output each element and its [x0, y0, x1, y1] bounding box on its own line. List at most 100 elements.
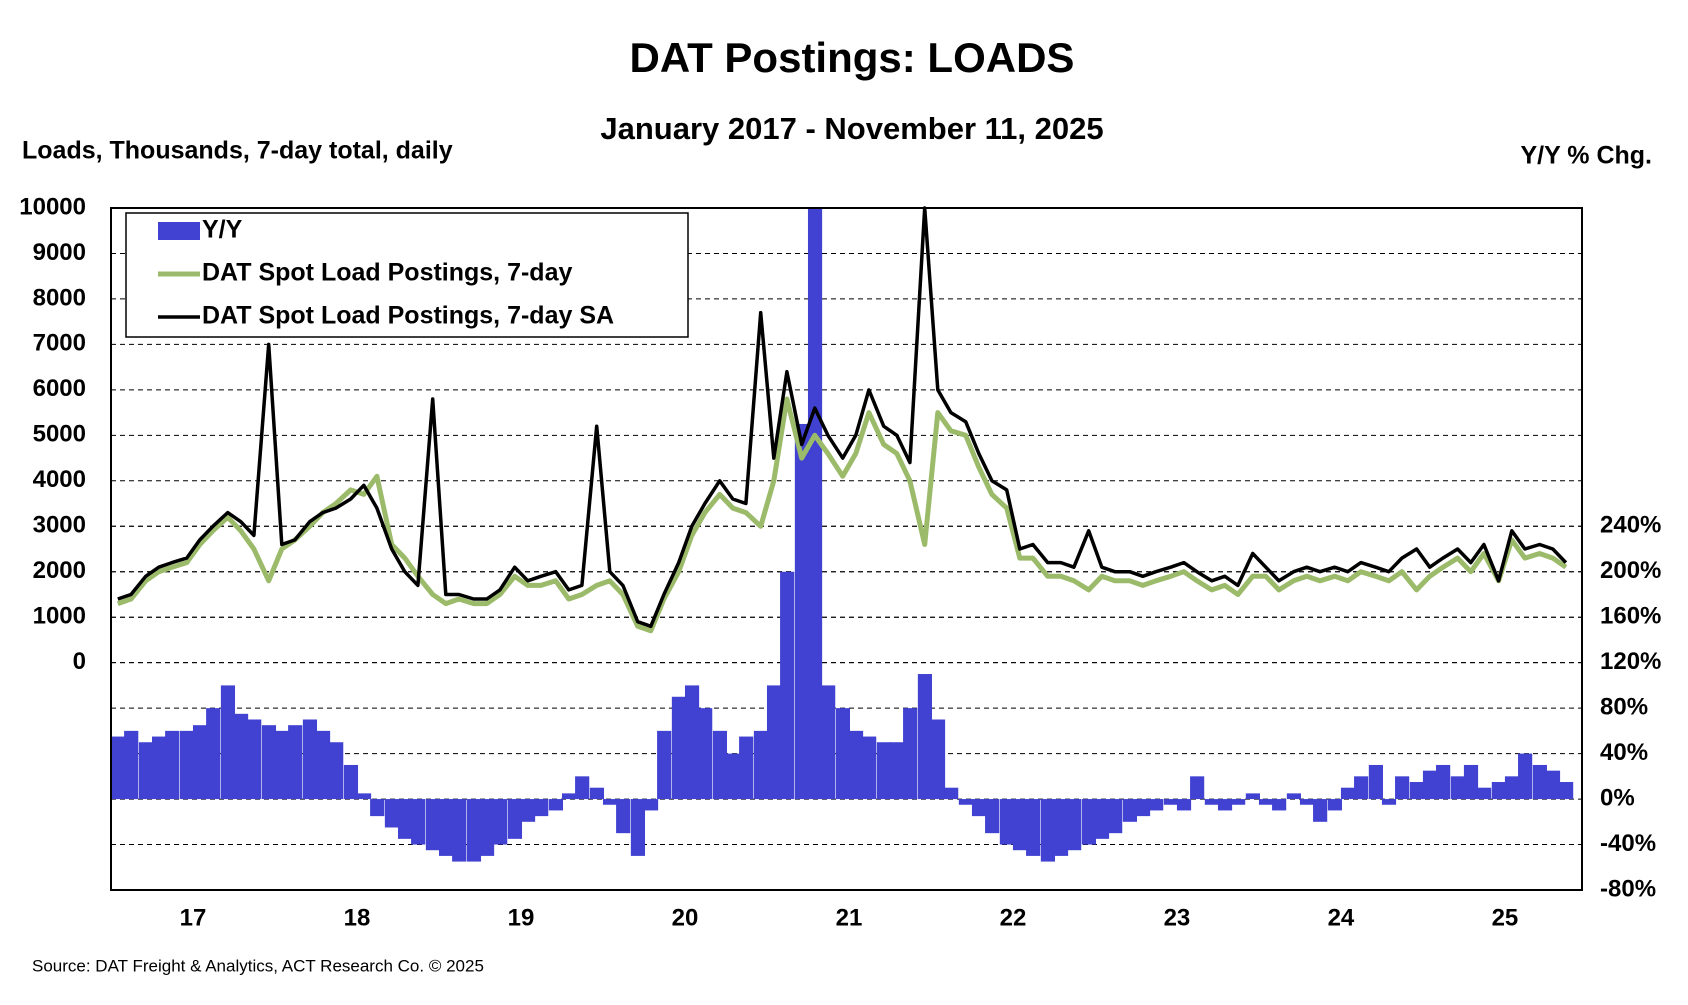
yy-bar: [971, 799, 987, 817]
yy-bar: [288, 725, 303, 800]
y-tick-label: 4000: [33, 466, 86, 493]
y-tick-label: 2000: [33, 557, 86, 584]
x-tick-label: 21: [836, 904, 863, 931]
x-tick-label: 19: [508, 904, 535, 931]
source-note: Source: DAT Freight & Analytics, ACT Res…: [32, 956, 484, 975]
yy-bar: [138, 742, 154, 800]
yy-bar: [370, 799, 385, 817]
yy-bar: [630, 799, 646, 856]
y-tick-label: 6000: [33, 375, 86, 402]
yy-bar: [479, 799, 495, 856]
x-tick-label: 24: [1328, 904, 1355, 931]
yy-bar: [1327, 799, 1342, 811]
yy-bar: [1258, 799, 1274, 805]
yy-bar: [616, 799, 631, 834]
yy-bar: [1518, 753, 1533, 800]
yy-bar: [1477, 787, 1492, 800]
yy-bar: [1463, 764, 1479, 800]
x-tick-label: 22: [1000, 904, 1027, 931]
yy-bar: [1368, 764, 1383, 800]
series-line: [117, 206, 1568, 629]
yy-bar: [111, 736, 126, 800]
chart-subtitle: January 2017 - November 11, 2025: [600, 111, 1103, 146]
yy-bar: [548, 799, 564, 811]
yy-bar: [1491, 782, 1506, 800]
yy-bar: [1122, 799, 1137, 822]
yy-bar: [1450, 776, 1465, 800]
y2-tick-label: 40%: [1600, 739, 1648, 766]
yy-bar: [1163, 799, 1178, 805]
yy-bar: [452, 799, 467, 862]
yy-bar: [356, 793, 372, 800]
yy-bar: [1081, 799, 1096, 845]
yy-bar: [233, 713, 249, 800]
y2-tick-label: 120%: [1600, 648, 1661, 675]
yy-bar: [1436, 764, 1451, 800]
yy-bar: [1409, 782, 1424, 800]
y-tick-label: 0: [73, 648, 86, 675]
x-tick-label: 18: [344, 904, 371, 931]
yy-bar: [1559, 782, 1574, 800]
yy-bar: [807, 208, 823, 800]
yy-bar: [1245, 793, 1260, 800]
y2-tick-label: -40%: [1600, 830, 1656, 857]
y-tick-label: 8000: [33, 284, 86, 311]
yy-bar: [589, 787, 605, 800]
y2-tick-label: -80%: [1600, 875, 1656, 902]
yy-bar: [384, 799, 400, 828]
y-tick-label: 1000: [33, 603, 86, 630]
yy-bar: [1026, 799, 1041, 856]
yy-bar: [343, 764, 359, 800]
x-tick-label: 25: [1492, 904, 1519, 931]
yy-bar: [848, 730, 864, 800]
yy-bar: [165, 730, 180, 800]
yy-bar: [602, 799, 618, 805]
y-axis-label: Loads, Thousands, 7-day total, daily: [22, 137, 453, 165]
yy-bar: [534, 799, 549, 817]
yy-bar: [575, 776, 590, 800]
yy-bar: [1176, 799, 1192, 811]
yy-bar: [397, 799, 413, 839]
yy-bar: [1217, 799, 1233, 811]
yy-bar: [753, 730, 769, 800]
yy-bar: [1532, 764, 1547, 800]
plot-border: [110, 207, 1583, 891]
yy-bar: [725, 753, 741, 800]
y2-tick-label: 0%: [1600, 784, 1635, 811]
yy-bar: [329, 742, 344, 800]
yy-bar: [698, 708, 713, 800]
yy-bar: [1340, 787, 1356, 800]
yy-bar: [671, 696, 687, 800]
yy-bar: [151, 736, 167, 800]
yy-bar: [192, 725, 208, 800]
yy-bar: [1108, 799, 1123, 834]
yy-bar: [862, 736, 877, 800]
y-tick-label: 9000: [33, 239, 86, 266]
series-line: [116, 396, 1568, 634]
yy-bar: [889, 742, 905, 800]
yy-bar: [1040, 799, 1055, 862]
yy-bar: [206, 708, 221, 800]
yy-bar: [1190, 776, 1205, 800]
x-tick-label: 20: [672, 904, 699, 931]
yy-bar: [1094, 799, 1110, 839]
yy-bar: [507, 799, 523, 839]
yy-bar: [261, 725, 277, 800]
yy-bar: [425, 799, 441, 851]
y2-tick-label: 160%: [1600, 603, 1661, 630]
yy-bar: [438, 799, 454, 856]
y-tick-label: 3000: [33, 512, 86, 539]
yy-bar: [643, 799, 659, 811]
legend-label: Y/Y: [202, 216, 243, 244]
yy-bar: [493, 799, 508, 845]
chart-title: DAT Postings: LOADS: [630, 34, 1075, 81]
yy-bar: [1545, 770, 1561, 800]
yy-bar: [739, 736, 754, 800]
y-tick-label: 5000: [33, 421, 86, 448]
yy-bar: [466, 799, 482, 862]
y-tick-label: 10000: [19, 193, 86, 220]
legend-box: [125, 212, 689, 338]
yy-bar: [1381, 799, 1397, 805]
yy-bar: [1204, 799, 1219, 805]
